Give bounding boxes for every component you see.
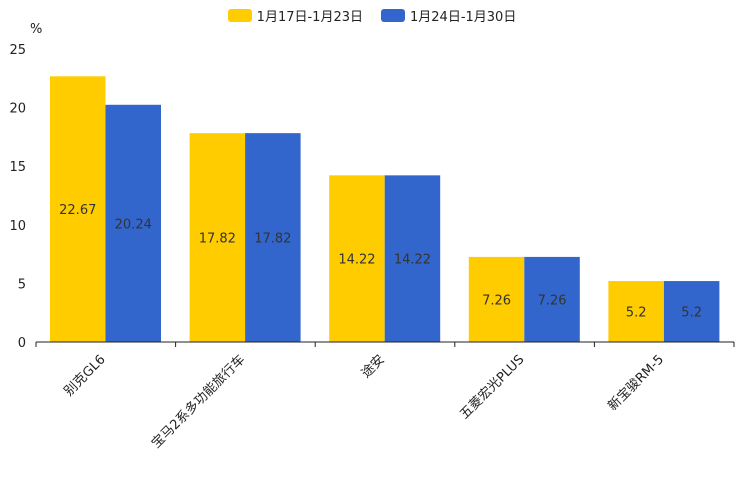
legend-item-series-2[interactable]: 1月24日-1月30日 xyxy=(381,6,516,25)
bar-2-2[interactable] xyxy=(245,133,301,342)
data-label: 5.2 xyxy=(626,306,647,321)
y-tick-label: 0 xyxy=(18,336,26,351)
bar-2-5[interactable] xyxy=(663,281,720,342)
x-category-label: 别克GL6 xyxy=(62,352,109,399)
chart-legend: 1月17日-1月23日 1月24日-1月30日 xyxy=(0,6,744,25)
y-tick-label: 25 xyxy=(9,43,26,58)
y-tick-label: 15 xyxy=(9,160,26,175)
legend-label-series-1: 1月17日-1月23日 xyxy=(256,10,363,25)
legend-swatch-series-2 xyxy=(381,9,405,22)
data-label: 14.22 xyxy=(338,253,375,268)
x-category-label: 途安 xyxy=(358,352,388,382)
bar-2-3[interactable] xyxy=(384,175,441,342)
y-tick-label: 20 xyxy=(9,102,26,117)
bar-1-5[interactable] xyxy=(608,281,664,342)
data-label: 17.82 xyxy=(199,232,236,247)
data-label: 7.26 xyxy=(482,293,511,308)
data-label: 20.24 xyxy=(115,217,152,232)
bar-1-1[interactable] xyxy=(50,76,106,342)
legend-item-series-1[interactable]: 1月17日-1月23日 xyxy=(227,6,363,25)
bar-2-1[interactable] xyxy=(105,104,162,342)
data-label: 7.26 xyxy=(538,293,567,308)
legend-label-series-2: 1月24日-1月30日 xyxy=(410,10,517,25)
x-category-label: 新宝骏RM-5 xyxy=(605,352,667,414)
legend-swatch-series-1 xyxy=(227,9,252,22)
y-axis-unit-label: % xyxy=(30,22,42,37)
data-label: 5.2 xyxy=(681,306,702,321)
bar-2-4[interactable] xyxy=(524,256,580,342)
x-category-label: 宝马2系多功能旅行车 xyxy=(148,352,248,452)
bar-1-3[interactable] xyxy=(329,175,385,342)
data-label: 22.67 xyxy=(59,203,96,218)
data-label: 17.82 xyxy=(254,232,291,247)
bar-1-4[interactable] xyxy=(468,256,525,342)
y-tick-label: 10 xyxy=(9,219,26,234)
bars: 22.67 20.24 17.82 17.82 14.22 14.22 7.26 7.26 5.… xyxy=(50,76,720,342)
bar-1-2[interactable] xyxy=(189,133,246,342)
data-label: 14.22 xyxy=(394,253,431,268)
x-category-label: 五菱宏光PLUS xyxy=(457,352,527,422)
y-axis-ticks: 0 5 10 15 20 25 xyxy=(9,43,26,351)
x-axis-ticks: 别克GL6 宝马2系多功能旅行车 途安 五菱宏光PLUS 新宝骏RM-5 xyxy=(35,342,735,452)
y-tick-label: 5 xyxy=(18,277,26,292)
